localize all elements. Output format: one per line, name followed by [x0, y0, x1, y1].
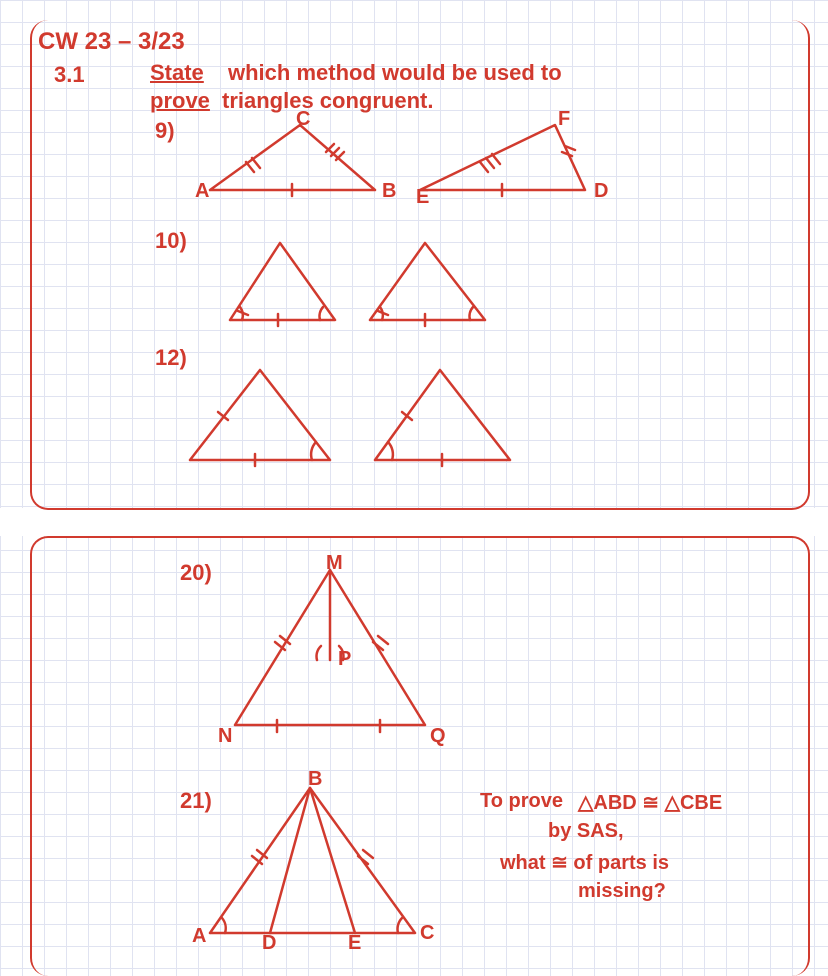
- vertex-M: M: [326, 552, 343, 575]
- q21-text-line4: missing?: [578, 880, 666, 903]
- assignment-title: CW 23 – 3/23: [38, 28, 185, 56]
- vertex-21-A: A: [192, 925, 206, 948]
- instruction-rest-1: which method would be used to: [228, 60, 562, 86]
- q21-text-line2: by SAS,: [548, 820, 624, 843]
- vertex-Q: Q: [430, 725, 446, 748]
- problem-20-label: 20): [180, 560, 212, 586]
- vertex-21-B: B: [308, 768, 322, 791]
- vertex-B: B: [382, 180, 396, 203]
- problem-9-label: 9): [155, 118, 175, 144]
- problem-9-triangle-left: [200, 120, 390, 200]
- problem-20-triangle: [225, 560, 435, 735]
- problem-10-label: 10): [155, 228, 187, 254]
- problem-10-triangles: [220, 235, 510, 330]
- q21-text-line1b: △ABD ≅ △CBE: [578, 790, 722, 815]
- vertex-21-D: D: [262, 932, 276, 955]
- section-number: 3.1: [54, 62, 85, 88]
- vertex-21-E: E: [348, 932, 361, 955]
- instruction-word-state: State: [150, 60, 204, 86]
- problem-21-triangle: [200, 778, 425, 943]
- problem-9-triangle-right: [410, 120, 600, 200]
- q21-text-line1a: To prove: [480, 790, 563, 813]
- instruction-word-prove: prove: [150, 88, 210, 114]
- vertex-P: P: [338, 648, 351, 671]
- vertex-D: D: [594, 180, 608, 203]
- vertex-E: E: [416, 186, 429, 209]
- instruction-rest-2: triangles congruent.: [222, 88, 433, 114]
- vertex-N: N: [218, 725, 232, 748]
- q21-text-line3: what ≅ of parts is: [500, 850, 669, 875]
- vertex-21-C: C: [420, 922, 434, 945]
- problem-12-triangles: [180, 360, 520, 470]
- vertex-A: A: [195, 180, 209, 203]
- vertex-F: F: [558, 108, 570, 131]
- vertex-C: C: [296, 108, 310, 131]
- page-gap: [0, 508, 828, 536]
